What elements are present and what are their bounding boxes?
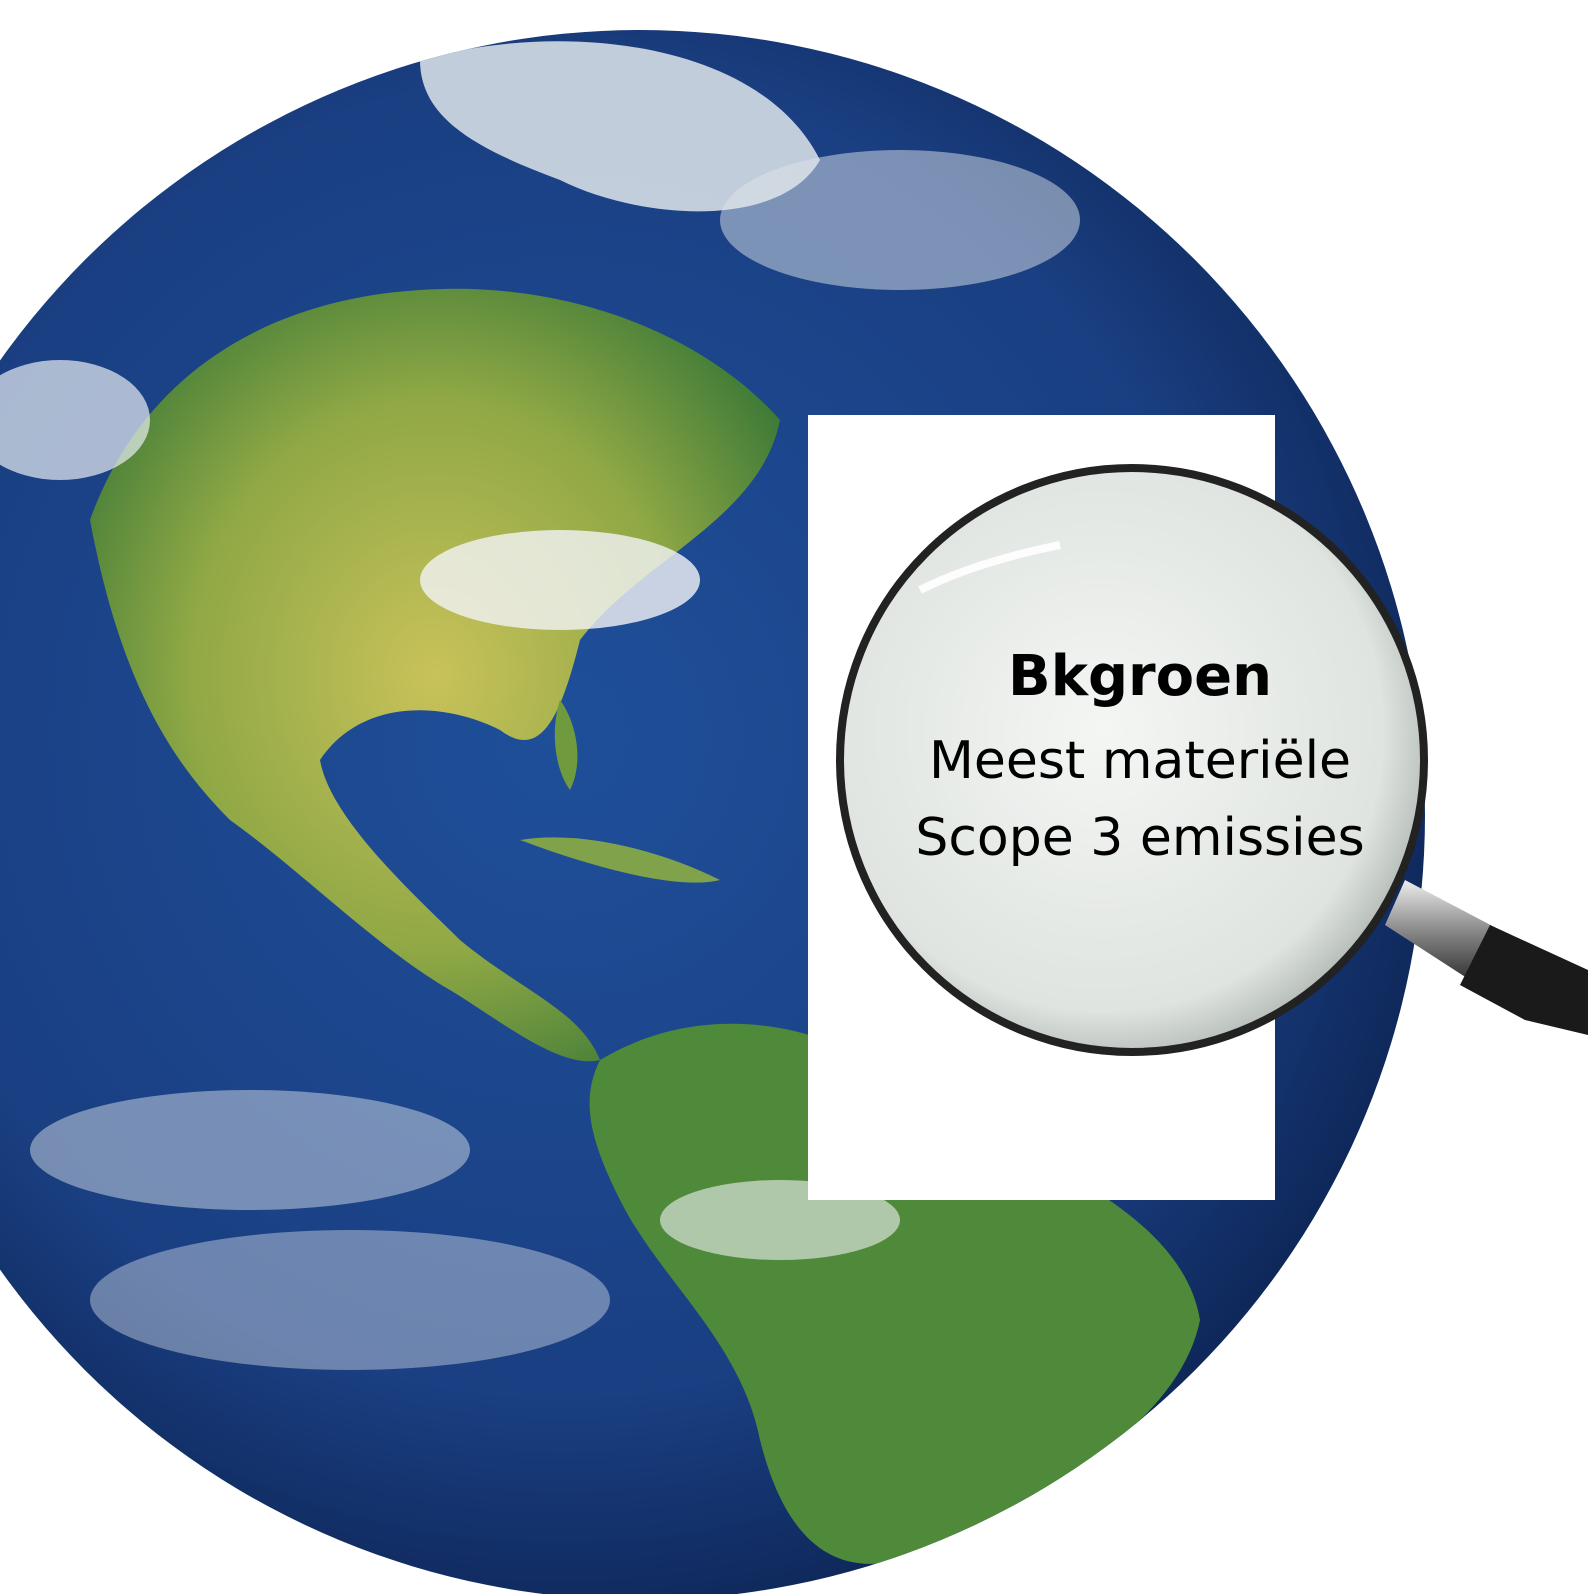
lens-line: Meest materiële xyxy=(929,731,1351,791)
magnifying-glass xyxy=(836,464,1588,1056)
lens-line: Scope 3 emissies xyxy=(915,808,1364,868)
lens-title: Bkgroen xyxy=(1008,644,1272,709)
